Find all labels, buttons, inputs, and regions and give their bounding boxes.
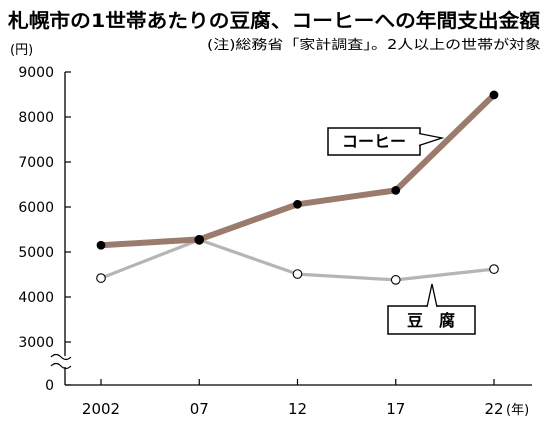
y-tick-label: 9000 (18, 65, 54, 81)
x-tick-label: 07 (190, 400, 209, 418)
y-tick-label: 4000 (18, 290, 54, 306)
x-tick-label: 12 (288, 400, 307, 418)
y-axis-unit: (円) (10, 43, 33, 58)
y-tick-label: 0 (45, 378, 54, 394)
tofu-callout: 豆 腐 (387, 283, 476, 335)
y-tick-label: 5000 (18, 245, 54, 261)
tofu-label: 豆 腐 (407, 311, 455, 330)
coffee-point (194, 234, 204, 244)
y-tick-label: 7000 (18, 155, 54, 171)
tofu-point (489, 264, 499, 274)
coffee-point (293, 199, 302, 209)
coffee-callout-pointer (418, 132, 445, 147)
axis-ticks: 9000 8000 7000 6000 5000 4000 3000 0 2002 07 12 17 2… (18, 65, 503, 418)
tofu-callout-pointer (426, 283, 438, 308)
tofu-point (390, 275, 401, 285)
y-tick-label: 8000 (18, 110, 54, 126)
x-tick-label: 22 (484, 400, 503, 418)
axis-break-mark (50, 353, 72, 361)
coffee-point (391, 185, 401, 195)
coffee-point (489, 90, 499, 100)
tofu-point (96, 273, 106, 283)
coffee-callout-box (327, 127, 421, 156)
y-tick-label: 6000 (18, 200, 54, 216)
series-layer (96, 90, 499, 285)
x-axis-unit: (年) (506, 403, 529, 418)
x-tick-label: 2002 (82, 400, 120, 418)
coffee-line (98, 91, 497, 249)
axis-break-mark (50, 362, 72, 370)
y-tick-label: 3000 (18, 335, 54, 351)
coffee-callout: コーヒー (327, 127, 445, 156)
chart-note: (注)総務省「家計調査」。2人以上の世帯が対象 (207, 37, 541, 53)
tofu-point (292, 269, 303, 279)
chart-title: 札幌市の1世帯あたりの豆腐、コーヒーへの年間支出金額 (7, 9, 540, 32)
coffee-point (96, 240, 106, 250)
coffee-label: コーヒー (342, 132, 406, 151)
x-tick-label: 17 (386, 400, 405, 418)
tofu-callout-box (387, 305, 476, 335)
